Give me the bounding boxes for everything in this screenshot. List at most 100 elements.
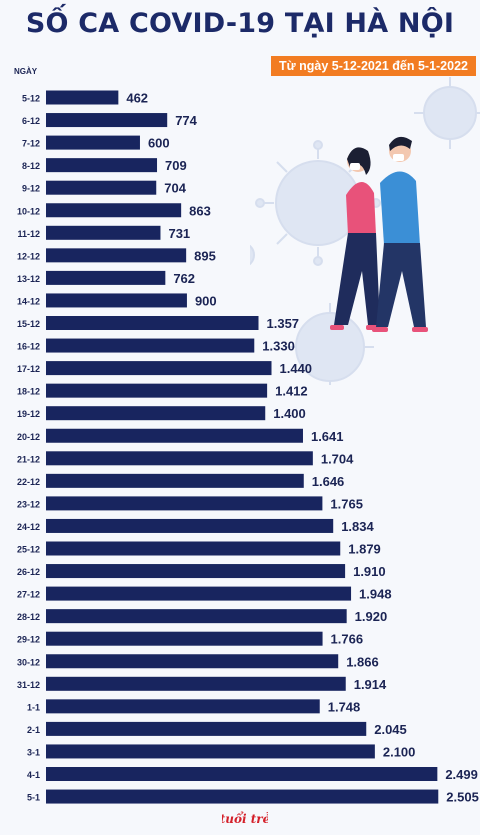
- category-label: 17-12: [17, 364, 40, 374]
- value-label: 1.920: [355, 609, 388, 624]
- bar: [46, 113, 168, 128]
- value-label: 1.948: [359, 587, 392, 602]
- value-label: 1.641: [311, 429, 344, 444]
- bar: [46, 248, 187, 263]
- category-label: 8-12: [22, 161, 40, 171]
- bar: [46, 383, 268, 398]
- bar: [46, 631, 323, 646]
- value-label: 1.914: [354, 677, 387, 692]
- category-label: 12-12: [17, 251, 40, 261]
- value-label: 2.499: [445, 767, 478, 782]
- category-label: 20-12: [17, 432, 40, 442]
- category-label: 24-12: [17, 522, 40, 532]
- bar: [46, 564, 346, 579]
- bar: [46, 428, 303, 443]
- bar: [46, 316, 259, 330]
- bar: [46, 293, 187, 308]
- category-label: 30-12: [17, 657, 40, 667]
- value-label: 895: [194, 248, 216, 263]
- category-label: 23-12: [17, 499, 40, 509]
- bar: [46, 767, 438, 781]
- value-label: 1.766: [331, 632, 364, 647]
- svg-text:tuổi trẻ: tuổi trẻ: [222, 811, 268, 826]
- category-label: 5-12: [22, 94, 40, 104]
- category-label: 19-12: [17, 409, 40, 419]
- bar: [46, 451, 313, 466]
- value-label: 1.400: [273, 406, 306, 421]
- tuoi-tre-logo: tuổi trẻ: [222, 811, 268, 826]
- category-label: 31-12: [17, 680, 40, 690]
- value-label: 1.704: [321, 451, 354, 466]
- category-label: 5-1: [27, 793, 40, 803]
- bar: [46, 406, 266, 421]
- value-label: 731: [168, 226, 190, 241]
- bar: [46, 744, 375, 759]
- bar: [46, 203, 182, 218]
- people-illustration: [250, 77, 480, 385]
- category-label: 18-12: [17, 387, 40, 397]
- value-label: 2.045: [374, 722, 407, 737]
- category-label: 13-12: [17, 274, 40, 284]
- value-label: 1.412: [275, 384, 308, 399]
- value-label: 462: [126, 91, 148, 106]
- bar: [46, 654, 339, 669]
- category-label: 11-12: [17, 229, 40, 239]
- category-label: 16-12: [17, 342, 40, 352]
- page-title: SỐ CA COVID-19 TẠI HÀ NỘI: [25, 8, 455, 39]
- bar: [46, 699, 320, 714]
- bar: [46, 721, 367, 736]
- category-label: 1-1: [27, 702, 40, 712]
- value-label: 1.866: [346, 654, 379, 669]
- category-label: 4-1: [27, 770, 40, 780]
- category-label: 27-12: [17, 590, 40, 600]
- date-range-badge: Từ ngày 5-12-2021 đến 5-1-2022: [270, 56, 476, 76]
- value-label: 1.440: [280, 361, 313, 376]
- value-label: 2.100: [383, 744, 416, 759]
- bar: [46, 90, 119, 105]
- bar: [46, 473, 304, 488]
- value-label: 1.357: [267, 316, 300, 331]
- category-label: 28-12: [17, 612, 40, 622]
- value-label: 762: [173, 271, 195, 286]
- value-label: 1.748: [328, 699, 361, 714]
- value-label: 2.505: [446, 790, 479, 805]
- value-label: 1.765: [330, 496, 363, 511]
- bar: [46, 676, 346, 691]
- category-label: 26-12: [17, 567, 40, 577]
- category-label: 14-12: [17, 296, 40, 306]
- value-label: 1.834: [341, 519, 374, 534]
- value-label: 709: [165, 158, 187, 173]
- bar: [46, 518, 334, 533]
- bar: [46, 789, 439, 804]
- bar: [46, 225, 161, 240]
- value-label: 900: [195, 293, 217, 308]
- value-label: 1.879: [348, 542, 381, 557]
- value-label: 863: [189, 203, 211, 218]
- value-label: 1.646: [312, 474, 345, 489]
- value-label: 600: [148, 136, 170, 151]
- bar: [46, 158, 158, 173]
- bar: [46, 586, 352, 601]
- bar: [46, 541, 341, 556]
- value-label: 704: [164, 181, 186, 196]
- value-label: 1.330: [262, 339, 295, 354]
- bar: [46, 361, 272, 376]
- bar: [46, 496, 323, 511]
- bar: [46, 609, 347, 624]
- y-axis-label: NGÀY: [14, 67, 38, 76]
- category-label: 9-12: [22, 184, 40, 194]
- bar: [46, 270, 166, 285]
- category-label: 6-12: [22, 116, 40, 126]
- value-label: 1.910: [353, 564, 386, 579]
- category-label: 25-12: [17, 545, 40, 555]
- category-label: 2-1: [27, 725, 40, 735]
- category-label: 15-12: [17, 319, 40, 329]
- category-label: 10-12: [17, 206, 40, 216]
- category-label: 22-12: [17, 477, 40, 487]
- category-label: 29-12: [17, 635, 40, 645]
- category-label: 7-12: [22, 139, 40, 149]
- category-label: 21-12: [17, 454, 40, 464]
- bar: [46, 135, 140, 150]
- category-label: 3-1: [27, 747, 40, 757]
